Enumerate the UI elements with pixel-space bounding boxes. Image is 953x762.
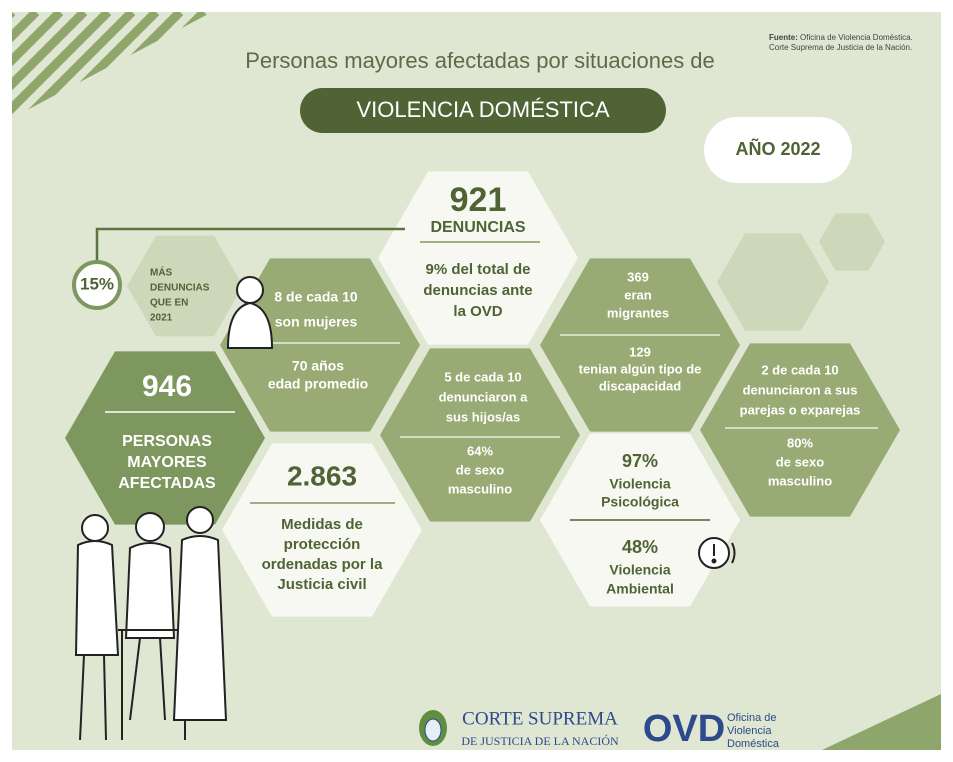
partners-text: 2 de cada 10 (761, 362, 838, 377)
disability-text: tenian algún tipo de (579, 361, 702, 376)
children-text: de sexo (456, 462, 504, 477)
violence-value: 48% (622, 537, 658, 557)
partners-text: parejas o exparejas (740, 402, 861, 417)
title-highlight: VIOLENCIA DOMÉSTICA (356, 97, 609, 122)
women-text: son mujeres (275, 314, 358, 330)
complaints-detail: denuncias ante (423, 282, 532, 299)
source-label: Fuente: (769, 33, 798, 42)
migrants-text: migrantes (607, 305, 669, 320)
people-value: 946 (142, 370, 192, 403)
office-acronym: OVD (643, 708, 725, 750)
stripe (0, 12, 12, 142)
people-label: PERSONAS (122, 433, 212, 450)
increase-label: 2021 (150, 313, 173, 324)
measures-label: ordenadas por la (262, 556, 384, 573)
violence-value: 97% (622, 451, 658, 471)
migrants-text: eran (624, 287, 652, 302)
source-line: Corte Suprema de Justicia de la Nación. (769, 43, 912, 52)
source-line: Oficina de Violencia Doméstica. (800, 33, 913, 42)
children-text: denunciaron a (439, 389, 529, 404)
age-text: 70 años (292, 358, 344, 374)
title: Personas mayores afectadas por situacion… (245, 48, 715, 73)
violence-label: Ambiental (606, 581, 674, 597)
court-emblem (419, 710, 447, 746)
disability-text: discapacidad (599, 378, 681, 393)
children-text: 5 de cada 10 (444, 369, 521, 384)
age-text: edad promedio (268, 376, 368, 392)
children-text: 64% (467, 443, 493, 458)
partners-text: 80% (787, 435, 813, 450)
increase-label: MÁS (150, 266, 173, 279)
office-name: Doméstica (727, 738, 780, 750)
partners-text: masculino (768, 473, 832, 488)
complaints-detail: 9% del total de (425, 261, 530, 278)
complaints-label: DENUNCIAS (430, 219, 525, 236)
increase-label: QUE EN (150, 298, 188, 309)
violence-label: Violencia (609, 562, 670, 578)
increase-label: DENUNCIAS (150, 283, 210, 294)
children-text: sus hijos/as (446, 409, 520, 424)
partners-text: de sexo (776, 454, 824, 469)
women-text: 8 de cada 10 (274, 289, 357, 305)
violence-label: Psicológica (601, 494, 679, 510)
children-text: masculino (448, 481, 512, 496)
disability-text: 129 (629, 344, 651, 359)
measures-label: Medidas de (281, 516, 363, 533)
violence-label: Violencia (609, 476, 670, 492)
measures-label: Justicia civil (277, 576, 366, 593)
migrants-text: 369 (627, 269, 649, 284)
people-label: AFECTADAS (118, 475, 216, 492)
office-name: Oficina de (727, 712, 777, 724)
measures-value: 2.863 (287, 460, 357, 491)
complaints-detail: la OVD (453, 303, 502, 320)
court-name: DE JUSTICIA DE LA NACIÓN (461, 734, 619, 748)
measures-label: protección (284, 536, 361, 553)
court-name: CORTE SUPREMA (462, 708, 618, 729)
year: AÑO 2022 (735, 138, 820, 159)
partners-text: denunciaron a sus (743, 382, 858, 397)
infographic: Fuente:Oficina de Violencia Doméstica.Co… (0, 0, 953, 762)
complaints-value: 921 (450, 181, 507, 219)
people-label: MAYORES (127, 454, 207, 471)
office-name: Violencia (727, 725, 772, 737)
increase-value: 15% (80, 274, 114, 293)
page: { "source": {"label": "Fuente:", "lines"… (0, 0, 953, 762)
